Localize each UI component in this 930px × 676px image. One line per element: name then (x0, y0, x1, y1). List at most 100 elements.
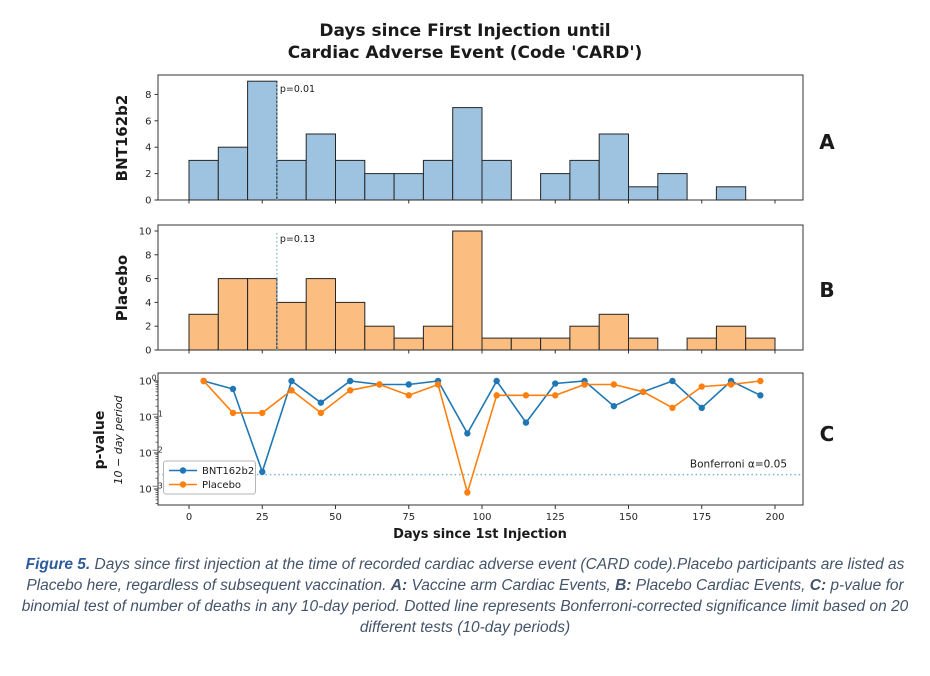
p-value-annotation-text: p=0.13 (280, 234, 315, 245)
series-markers-bnt162b2 (200, 377, 764, 476)
data-point (669, 377, 676, 385)
figure-title-line1: Days since First Injection until (319, 21, 610, 41)
x-tick-label: 150 (619, 512, 638, 523)
histogram-bar (628, 337, 659, 351)
data-point (698, 404, 705, 412)
histogram-bar (335, 159, 366, 201)
data-point (669, 404, 676, 412)
data-point (288, 387, 295, 394)
panel-label-b: B (819, 278, 834, 302)
figure-caption: Figure 5. Days since first injection at … (1, 554, 929, 638)
panel-b-ylabel: Placebo (113, 255, 131, 321)
data-point (610, 381, 618, 388)
histogram-bar (247, 278, 278, 351)
histogram-bar (422, 159, 454, 201)
caption-a-label: A: (390, 577, 408, 595)
panel-a-histogram: 0 2 4 6 8 p=0.01 (145, 74, 804, 207)
data-point (317, 409, 325, 417)
data-point (317, 399, 325, 406)
histogram-bar (305, 278, 337, 351)
caption-figure-label: Figure 5. (25, 556, 91, 573)
x-ticks (188, 200, 776, 204)
data-point (610, 402, 618, 410)
panel-c-ylabel-sub: 10 − day period (112, 394, 125, 484)
data-point (464, 489, 471, 496)
p-value-annotation-text: p=0.01 (280, 84, 315, 95)
histogram-bar (276, 159, 307, 201)
data-point (698, 383, 705, 390)
data-point (581, 381, 588, 388)
caption-text: Days since first injection at the time o… (26, 556, 905, 595)
histogram-bar (335, 301, 366, 351)
data-point (376, 381, 383, 388)
data-point (434, 381, 442, 388)
y-ticks: 0 2 4 6 8 10 (139, 227, 158, 357)
y-ticks: 0 2 4 6 8 (145, 90, 158, 207)
histogram-bar (452, 230, 483, 351)
histogram-bar (510, 337, 542, 351)
histogram-bar (598, 133, 630, 201)
histogram-bar (364, 173, 395, 201)
panel-label-a: A (819, 130, 835, 154)
legend: BNT162b2 Placebo (163, 460, 256, 495)
histogram-bar (715, 325, 747, 351)
x-tick-label: 50 (329, 512, 342, 523)
histogram-bar (745, 337, 776, 351)
histogram-bar (598, 313, 630, 351)
data-point (639, 388, 647, 396)
data-point (757, 377, 764, 385)
axes-frame (157, 372, 804, 506)
data-point (259, 468, 266, 476)
y-tick-label: 6 (145, 116, 151, 127)
y-tick-label: 0 (145, 346, 151, 357)
data-point (464, 430, 471, 437)
histogram-bars (188, 80, 747, 201)
panel-a-ylabel: BNT162b2 (113, 95, 131, 182)
data-point (346, 387, 354, 394)
y-tick-label: 10−1 (139, 410, 163, 424)
bonferroni-label: Bonferroni α=0.05 (690, 459, 787, 471)
histogram-bar (715, 186, 747, 201)
y-tick-label: 8 (145, 90, 151, 101)
series-markers-placebo (200, 377, 764, 496)
panel-c-ylabel: p-value (92, 411, 108, 470)
x-tick-label: 75 (402, 512, 415, 523)
x-tick-label: 0 (186, 512, 192, 523)
histogram-bar (540, 173, 571, 201)
caption-text: Placebo Cardiac Events, (631, 577, 810, 595)
histogram-bar (481, 159, 512, 201)
figure-title-line2: Cardiac Adverse Event (Code 'CARD') (288, 43, 643, 63)
data-point (757, 392, 764, 399)
y-tick-label: 4 (145, 143, 151, 154)
data-point (229, 385, 237, 393)
y-tick-label: 2 (145, 322, 151, 333)
data-point (405, 392, 412, 399)
histogram-bar (569, 325, 600, 351)
data-point (229, 409, 237, 417)
legend-marker (179, 467, 187, 474)
legend-label: Placebo (202, 480, 241, 491)
histogram-bar (393, 337, 424, 351)
y-minor-ticks (155, 382, 158, 504)
data-point (727, 381, 735, 388)
x-tick-label: 125 (546, 512, 565, 523)
legend-label: BNT162b2 (202, 466, 254, 477)
x-ticks (188, 350, 776, 354)
figure-canvas: Days since First Injection until Cardiac… (92, 21, 835, 542)
histogram-bar (686, 337, 717, 351)
legend-marker (179, 481, 187, 488)
histogram-bar (217, 146, 249, 201)
x-tick-label: 25 (256, 512, 269, 523)
histogram-bar (452, 107, 483, 201)
panel-label-c: C (820, 422, 835, 446)
histogram-bar (188, 313, 219, 351)
caption-text: p-value for binomial test of number of d… (21, 577, 909, 637)
x-tick-label: 100 (472, 512, 491, 523)
caption-c-label: C: (809, 577, 827, 595)
panel-c-pvalue-plot: 100 10−1 10−2 10−3 0 25 50 75 100 125 150 175 200 Bon… (139, 372, 804, 523)
y-tick-label: 4 (145, 298, 151, 309)
data-point (405, 381, 412, 388)
y-tick-label: 6 (145, 274, 151, 285)
data-point (259, 409, 266, 417)
